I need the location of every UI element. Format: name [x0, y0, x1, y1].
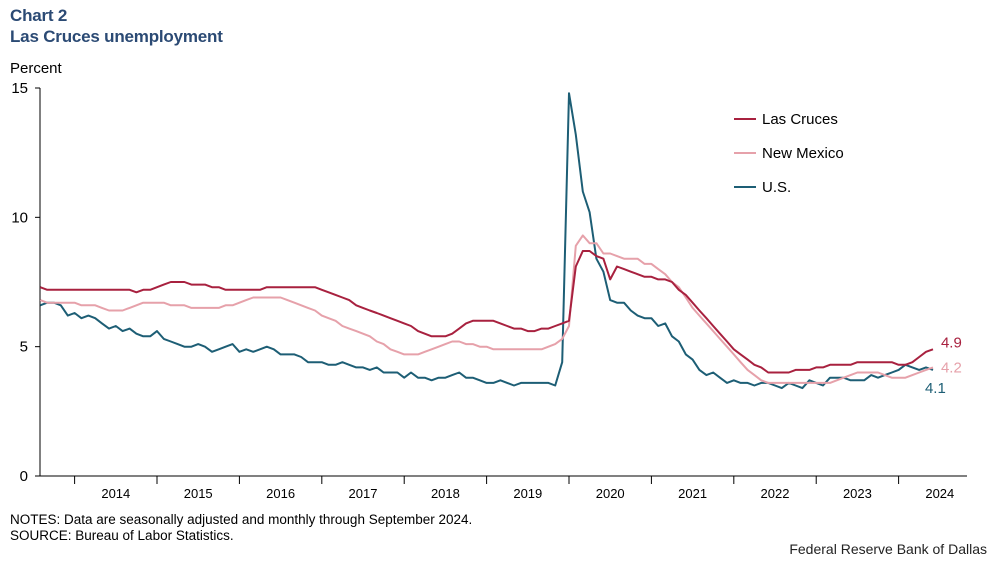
x-tick-label: 2019: [513, 486, 542, 501]
legend-label-las-cruces: Las Cruces: [762, 110, 838, 128]
legend-label-new-mexico: New Mexico: [762, 144, 844, 162]
y-tick-label: 5: [20, 339, 28, 356]
y-axis-unit-label: Percent: [10, 60, 62, 77]
footnotes: NOTES: Data are seasonally adjusted and …: [10, 512, 472, 544]
end-label-us: 4.1: [925, 380, 946, 397]
legend-swatch-las-cruces: [734, 118, 756, 120]
source-line: SOURCE: Bureau of Labor Statistics.: [10, 528, 234, 543]
legend-swatch-new-mexico: [734, 152, 756, 154]
legend: Las Cruces New Mexico U.S.: [734, 102, 844, 204]
series-line-us: [39, 92, 934, 390]
x-tick-label: 2021: [678, 486, 707, 501]
legend-item-new-mexico: New Mexico: [734, 136, 844, 170]
y-tick-label: 10: [11, 209, 28, 226]
x-tick-label: 2015: [184, 486, 213, 501]
chart-number: Chart 2: [10, 6, 68, 25]
y-tick-label: 0: [20, 468, 28, 485]
x-tick-label: 2024: [925, 486, 954, 501]
end-label-new-mexico: 4.2: [941, 359, 962, 376]
end-label-las-cruces: 4.9: [941, 334, 962, 351]
y-tick-label: 15: [11, 80, 28, 97]
x-tick-label: 2023: [843, 486, 872, 501]
y-axis: 0 5 10 15: [11, 80, 41, 485]
chart-title: Las Cruces unemployment: [10, 27, 223, 46]
legend-item-us: U.S.: [734, 170, 844, 204]
x-tick-label: 2018: [431, 486, 460, 501]
x-axis: 2014 2015 2016 2017 2018 2019 2020 2021 2022 2023…: [40, 475, 967, 501]
x-tick-label: 2022: [761, 486, 790, 501]
notes-line: NOTES: Data are seasonally adjusted and …: [10, 512, 473, 527]
x-tick-label: 2016: [266, 486, 295, 501]
series-line-las-cruces: [39, 250, 934, 374]
legend-item-las-cruces: Las Cruces: [734, 102, 844, 136]
end-labels: 4.9 4.2 4.1: [925, 334, 962, 397]
series-line-new-mexico: [39, 234, 934, 384]
publisher-credit: Federal Reserve Bank of Dallas: [789, 541, 987, 557]
legend-swatch-us: [734, 186, 756, 188]
legend-label-us: U.S.: [762, 178, 792, 196]
x-tick-label: 2014: [101, 486, 130, 501]
series-lines: [39, 92, 934, 390]
x-tick-label: 2020: [596, 486, 625, 501]
x-tick-label: 2017: [349, 486, 378, 501]
